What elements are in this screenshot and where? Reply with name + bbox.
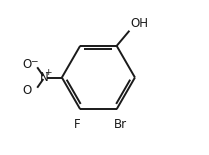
Text: F: F xyxy=(74,117,81,131)
Text: N: N xyxy=(40,71,49,84)
Text: O: O xyxy=(23,84,32,97)
Text: O: O xyxy=(23,58,32,71)
Text: +: + xyxy=(45,68,52,77)
Text: Br: Br xyxy=(113,117,127,131)
Text: OH: OH xyxy=(130,17,148,30)
Text: −: − xyxy=(30,56,38,65)
